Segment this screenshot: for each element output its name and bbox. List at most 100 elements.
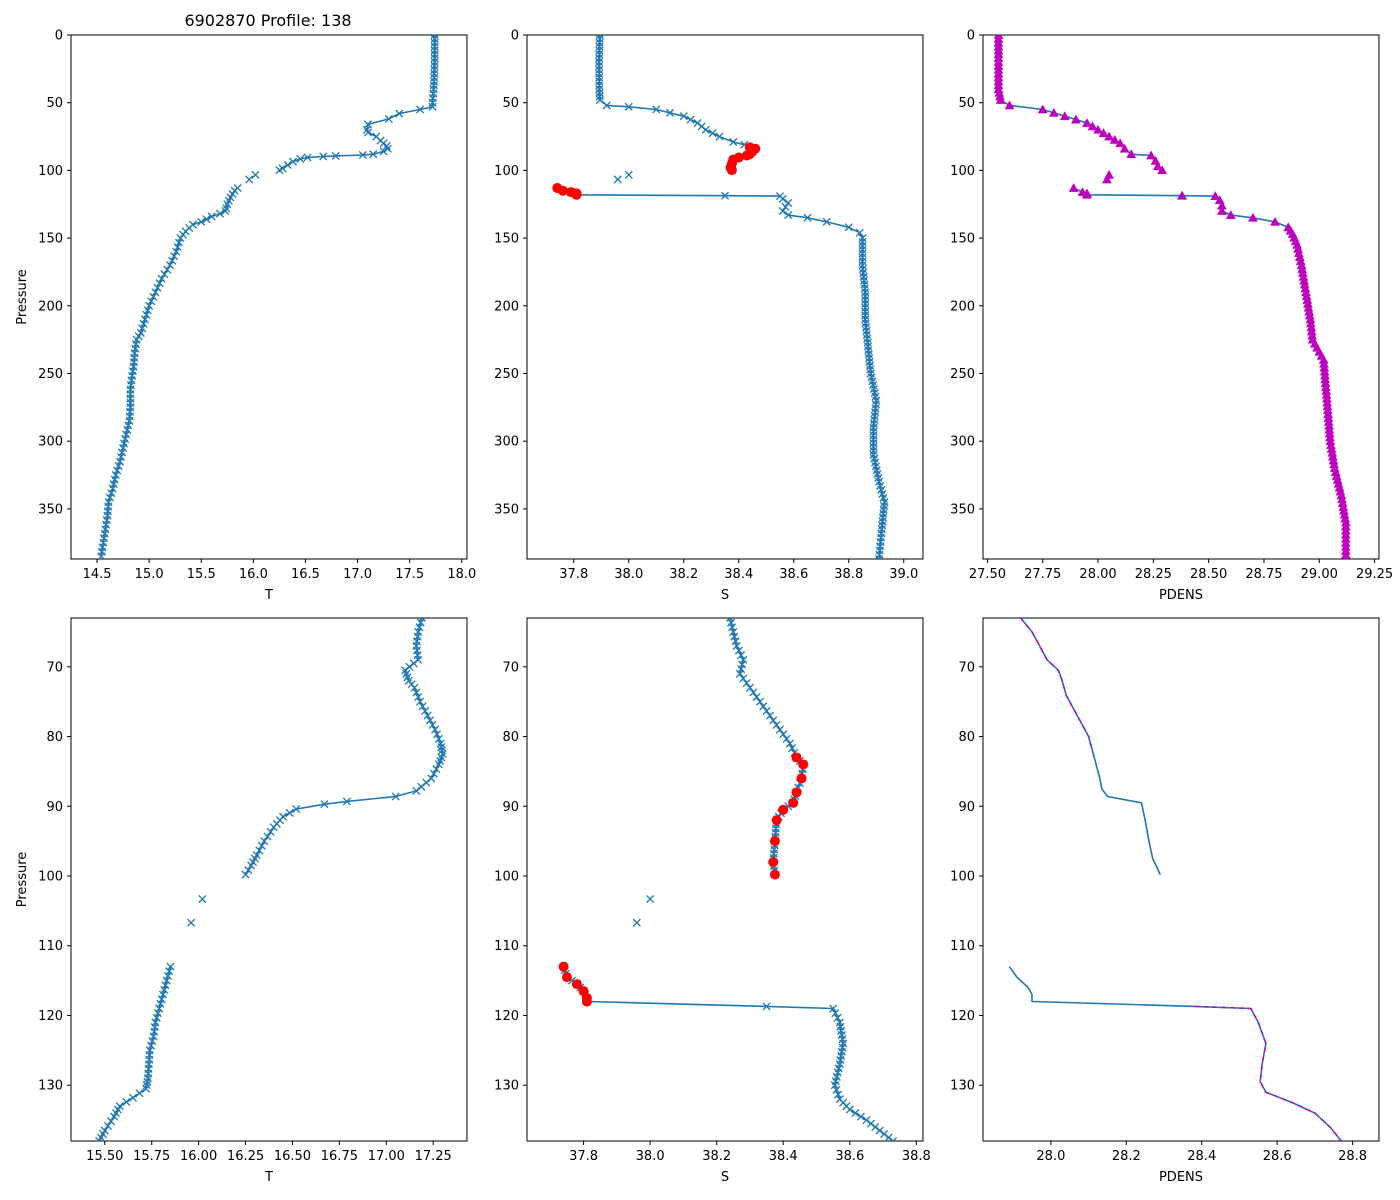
x-axis-label: T <box>264 1170 273 1185</box>
data-point-marker <box>874 554 884 559</box>
data-point-marker <box>288 157 298 166</box>
data-point-marker <box>168 256 177 265</box>
isolated-data-point <box>646 894 655 904</box>
y-tick-label: 120 <box>38 1009 63 1024</box>
data-point-marker <box>430 46 439 55</box>
plot-area <box>558 618 898 1141</box>
profile-line <box>997 35 1163 171</box>
temperature-zoom-panel: 15.50 15.75 16.00 16.25 16.50 16.75 17.00 17.25… <box>15 617 468 1185</box>
density-point-marker <box>1119 143 1130 153</box>
data-point-marker <box>342 797 351 806</box>
data-point-marker <box>856 1112 865 1121</box>
flagged-salinity-point <box>791 752 802 763</box>
data-point-marker <box>165 967 174 976</box>
data-point-marker <box>602 101 611 110</box>
density-point-marker <box>1126 149 1137 159</box>
data-point-marker <box>266 827 275 836</box>
data-point-marker <box>434 760 443 769</box>
plot-area <box>97 35 439 559</box>
data-point-marker <box>772 720 781 729</box>
data-point-marker <box>737 665 746 674</box>
data-point-marker <box>115 457 125 466</box>
data-point-marker <box>869 446 878 455</box>
density-point-marker <box>1082 117 1092 127</box>
y-tick-label: 100 <box>950 164 975 179</box>
data-point-marker <box>432 765 441 774</box>
axes-frame <box>70 617 468 1142</box>
data-point-marker <box>858 234 867 243</box>
data-point-marker <box>745 683 755 692</box>
x-tick-label: 16.5 <box>291 567 320 582</box>
data-point-marker <box>679 112 688 121</box>
data-point-marker <box>430 38 439 47</box>
x-tick-label: 29.25 <box>1356 567 1393 582</box>
data-point-marker <box>418 702 427 711</box>
y-tick-label: 100 <box>494 870 519 885</box>
data-point-marker <box>769 716 778 725</box>
data-point-marker <box>362 125 372 134</box>
data-point-marker <box>383 144 392 153</box>
data-point-marker <box>738 660 747 669</box>
density-point-marker <box>1093 124 1103 134</box>
data-point-marker <box>861 311 870 320</box>
data-point-marker <box>845 1105 854 1114</box>
y-tick-label: 80 <box>958 730 975 745</box>
isolated-data-point <box>187 918 196 927</box>
data-point-marker <box>202 215 211 224</box>
y-tick-label: 100 <box>38 164 63 179</box>
flagged-density-overlay <box>1020 618 1094 751</box>
density-point-marker <box>1247 212 1258 222</box>
x-tick-label: 28.4 <box>1187 1149 1216 1164</box>
y-tick-label: 100 <box>38 870 63 885</box>
data-point-marker <box>95 1136 104 1141</box>
x-tick-label: 28.6 <box>1263 1149 1292 1164</box>
data-point-marker <box>174 238 184 247</box>
data-point-marker <box>152 1013 161 1022</box>
density-point-marker <box>1098 128 1109 138</box>
data-point-marker <box>762 1002 771 1011</box>
data-point-marker <box>829 1004 838 1013</box>
x-axis-label: PDENS <box>1159 588 1203 603</box>
density-point-marker <box>1109 134 1120 144</box>
data-point-marker <box>434 734 443 743</box>
data-point-marker <box>172 247 181 256</box>
data-point-marker <box>157 995 166 1004</box>
data-point-marker <box>149 292 158 301</box>
data-point-marker <box>160 270 169 279</box>
data-point-marker <box>260 837 269 846</box>
y-tick-label: 200 <box>950 299 975 314</box>
x-tick-label: 15.0 <box>135 567 164 582</box>
data-point-marker <box>369 150 378 159</box>
data-point-marker <box>844 223 853 232</box>
y-tick-label: 350 <box>494 502 519 517</box>
isolated-data-point <box>613 175 622 184</box>
data-point-marker <box>701 125 710 134</box>
data-point-marker <box>163 265 172 274</box>
data-point-marker <box>785 739 794 748</box>
y-tick-label: 300 <box>950 435 975 450</box>
density-point-marker <box>1157 165 1168 174</box>
data-point-marker <box>107 489 116 498</box>
x-tick-label: 37.8 <box>569 1149 598 1164</box>
data-point-marker <box>97 552 106 559</box>
density-profile-panel: 27.50 27.75 28.00 28.25 28.50 28.75 29.00 29.25… <box>950 29 1393 604</box>
salinity-profile-panel: 37.8 38.0 38.2 38.4 38.6 38.8 39.0 0 50 100 150 200… <box>494 29 924 603</box>
flagged-salinity-point <box>788 797 799 808</box>
y-tick-label: 110 <box>494 939 519 954</box>
data-point-marker <box>781 202 790 212</box>
data-point-marker <box>430 54 439 63</box>
data-point-marker <box>285 808 294 817</box>
y-tick-label: 130 <box>950 1079 975 1094</box>
data-point-marker <box>147 1041 156 1050</box>
data-point-marker <box>153 1009 163 1018</box>
data-point-marker <box>395 109 404 118</box>
data-point-marker <box>241 870 250 879</box>
flagged-salinity-point <box>558 961 569 972</box>
data-point-marker <box>880 1129 889 1139</box>
data-point-marker <box>765 711 774 720</box>
data-point-marker <box>861 292 870 301</box>
data-point-marker <box>426 716 435 725</box>
density-point-marker <box>1004 100 1015 110</box>
axes-frame <box>526 34 924 560</box>
data-point-marker <box>382 141 391 151</box>
